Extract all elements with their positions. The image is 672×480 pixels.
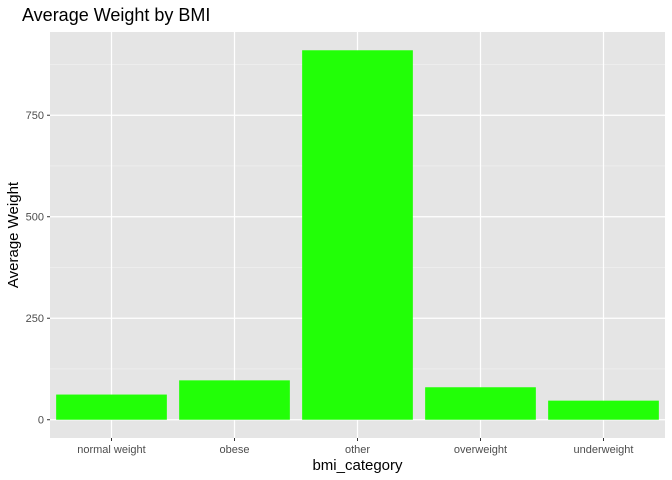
y-tick-label: 500 [26,212,44,224]
bar-normal-weight [56,394,167,420]
x-tick-label: other [345,444,370,456]
bar-overweight [425,387,536,420]
bar-obese [179,380,290,420]
x-tick-label: underweight [574,444,634,456]
y-tick-label: 250 [26,313,44,325]
bars [56,50,659,420]
x-tick-label: overweight [454,444,507,456]
bar-underweight [548,400,659,420]
x-axis-ticks: normal weight obese other overweight underwe… [77,438,633,456]
x-tick-label: normal weight [77,444,145,456]
y-tick-label: 0 [38,415,44,427]
chart-title: Average Weight by BMI [22,5,210,25]
bar-other [302,50,413,420]
y-axis-title: Average Weight [5,181,22,288]
y-axis-ticks: 0 250 500 750 [26,110,50,427]
x-tick-label: obese [220,444,250,456]
x-axis-title: bmi_category [312,457,403,474]
y-tick-label: 750 [26,110,44,122]
